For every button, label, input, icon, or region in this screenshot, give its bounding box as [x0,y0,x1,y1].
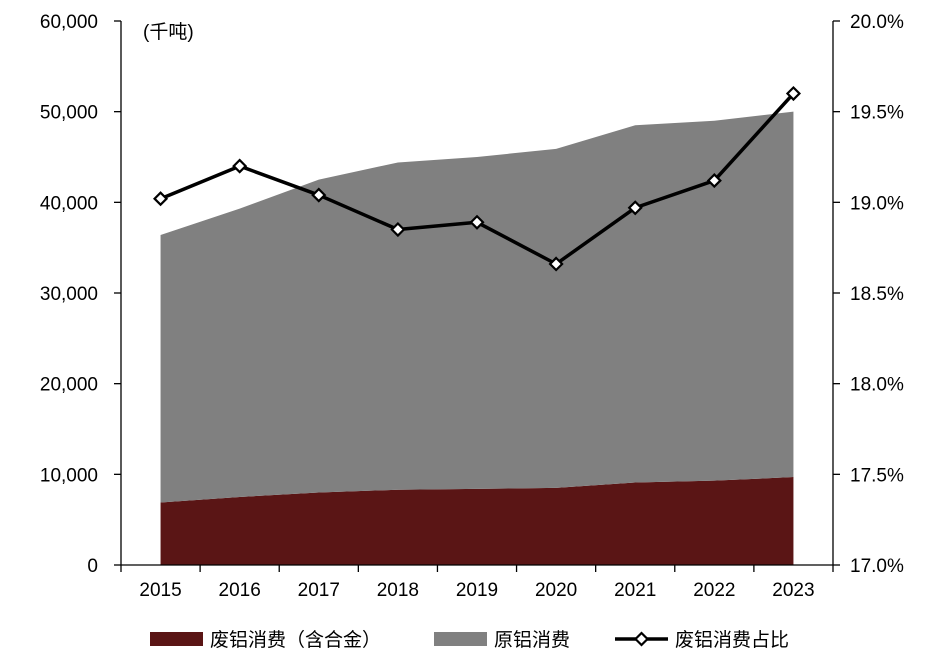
y-left-tick-label: 60,000 [40,12,98,33]
y-left-tick-label: 50,000 [40,103,98,124]
legend: 废铝消费（含合金） 原铝消费 废铝消费占比 [150,629,789,651]
ratio-point [706,173,722,189]
legend-label: 废铝消费（含合金） [210,629,381,651]
y-left-tick-label: 40,000 [40,193,98,214]
y-right-tick-label: 18.0% [850,375,904,396]
y-right-tick-label: 17.5% [850,465,904,486]
area-series-1 [160,477,794,565]
ratio-point [311,187,327,203]
x-tick-label: 2016 [219,580,261,601]
y-left-tick-label: 10,000 [40,465,98,486]
legend-item-3: 废铝消费占比 [615,629,789,651]
x-tick-label: 2020 [535,580,577,601]
legend-label: 废铝消费占比 [675,629,789,651]
unit-label: (千吨) [143,21,194,43]
legend-swatch-marker [633,631,650,647]
axes [114,20,840,572]
x-tick-label: 2021 [614,580,656,601]
x-tick-label: 2017 [298,580,340,601]
x-tick-label: 2015 [139,580,181,601]
ratio-point [548,256,564,272]
ratio-point [785,85,802,102]
y-right-tick-label: 19.0% [850,193,904,214]
legend-item-1: 废铝消费（含合金） [150,629,381,651]
ratio-point [390,221,406,238]
y-right-tick-label: 17.0% [850,556,904,577]
legend-item-2: 原铝消费 [434,629,570,651]
ratio-point [627,200,643,216]
ratio-point [469,214,485,230]
legend-swatch [150,632,203,646]
legend-swatch [434,632,487,646]
y-left-tick-label: 20,000 [40,375,98,396]
y-left-tick-label: 0 [87,556,98,577]
legend-label: 原铝消费 [494,629,570,651]
tick-labels: 0 10,000 20,000 30,000 40,000 50,000 60,000 17.… [40,12,904,601]
y-right-tick-label: 19.5% [850,103,904,124]
x-tick-label: 2018 [377,580,419,601]
ratio-point [152,191,169,207]
plot-areas [160,111,794,565]
x-tick-label: 2023 [772,580,814,601]
y-right-tick-label: 18.5% [850,284,904,305]
x-tick-label: 2022 [693,580,735,601]
plot-line [152,85,802,272]
y-left-tick-label: 30,000 [40,284,98,305]
ratio-point [232,158,248,174]
y-right-tick-label: 20.0% [850,12,904,33]
x-tick-label: 2019 [456,580,498,601]
